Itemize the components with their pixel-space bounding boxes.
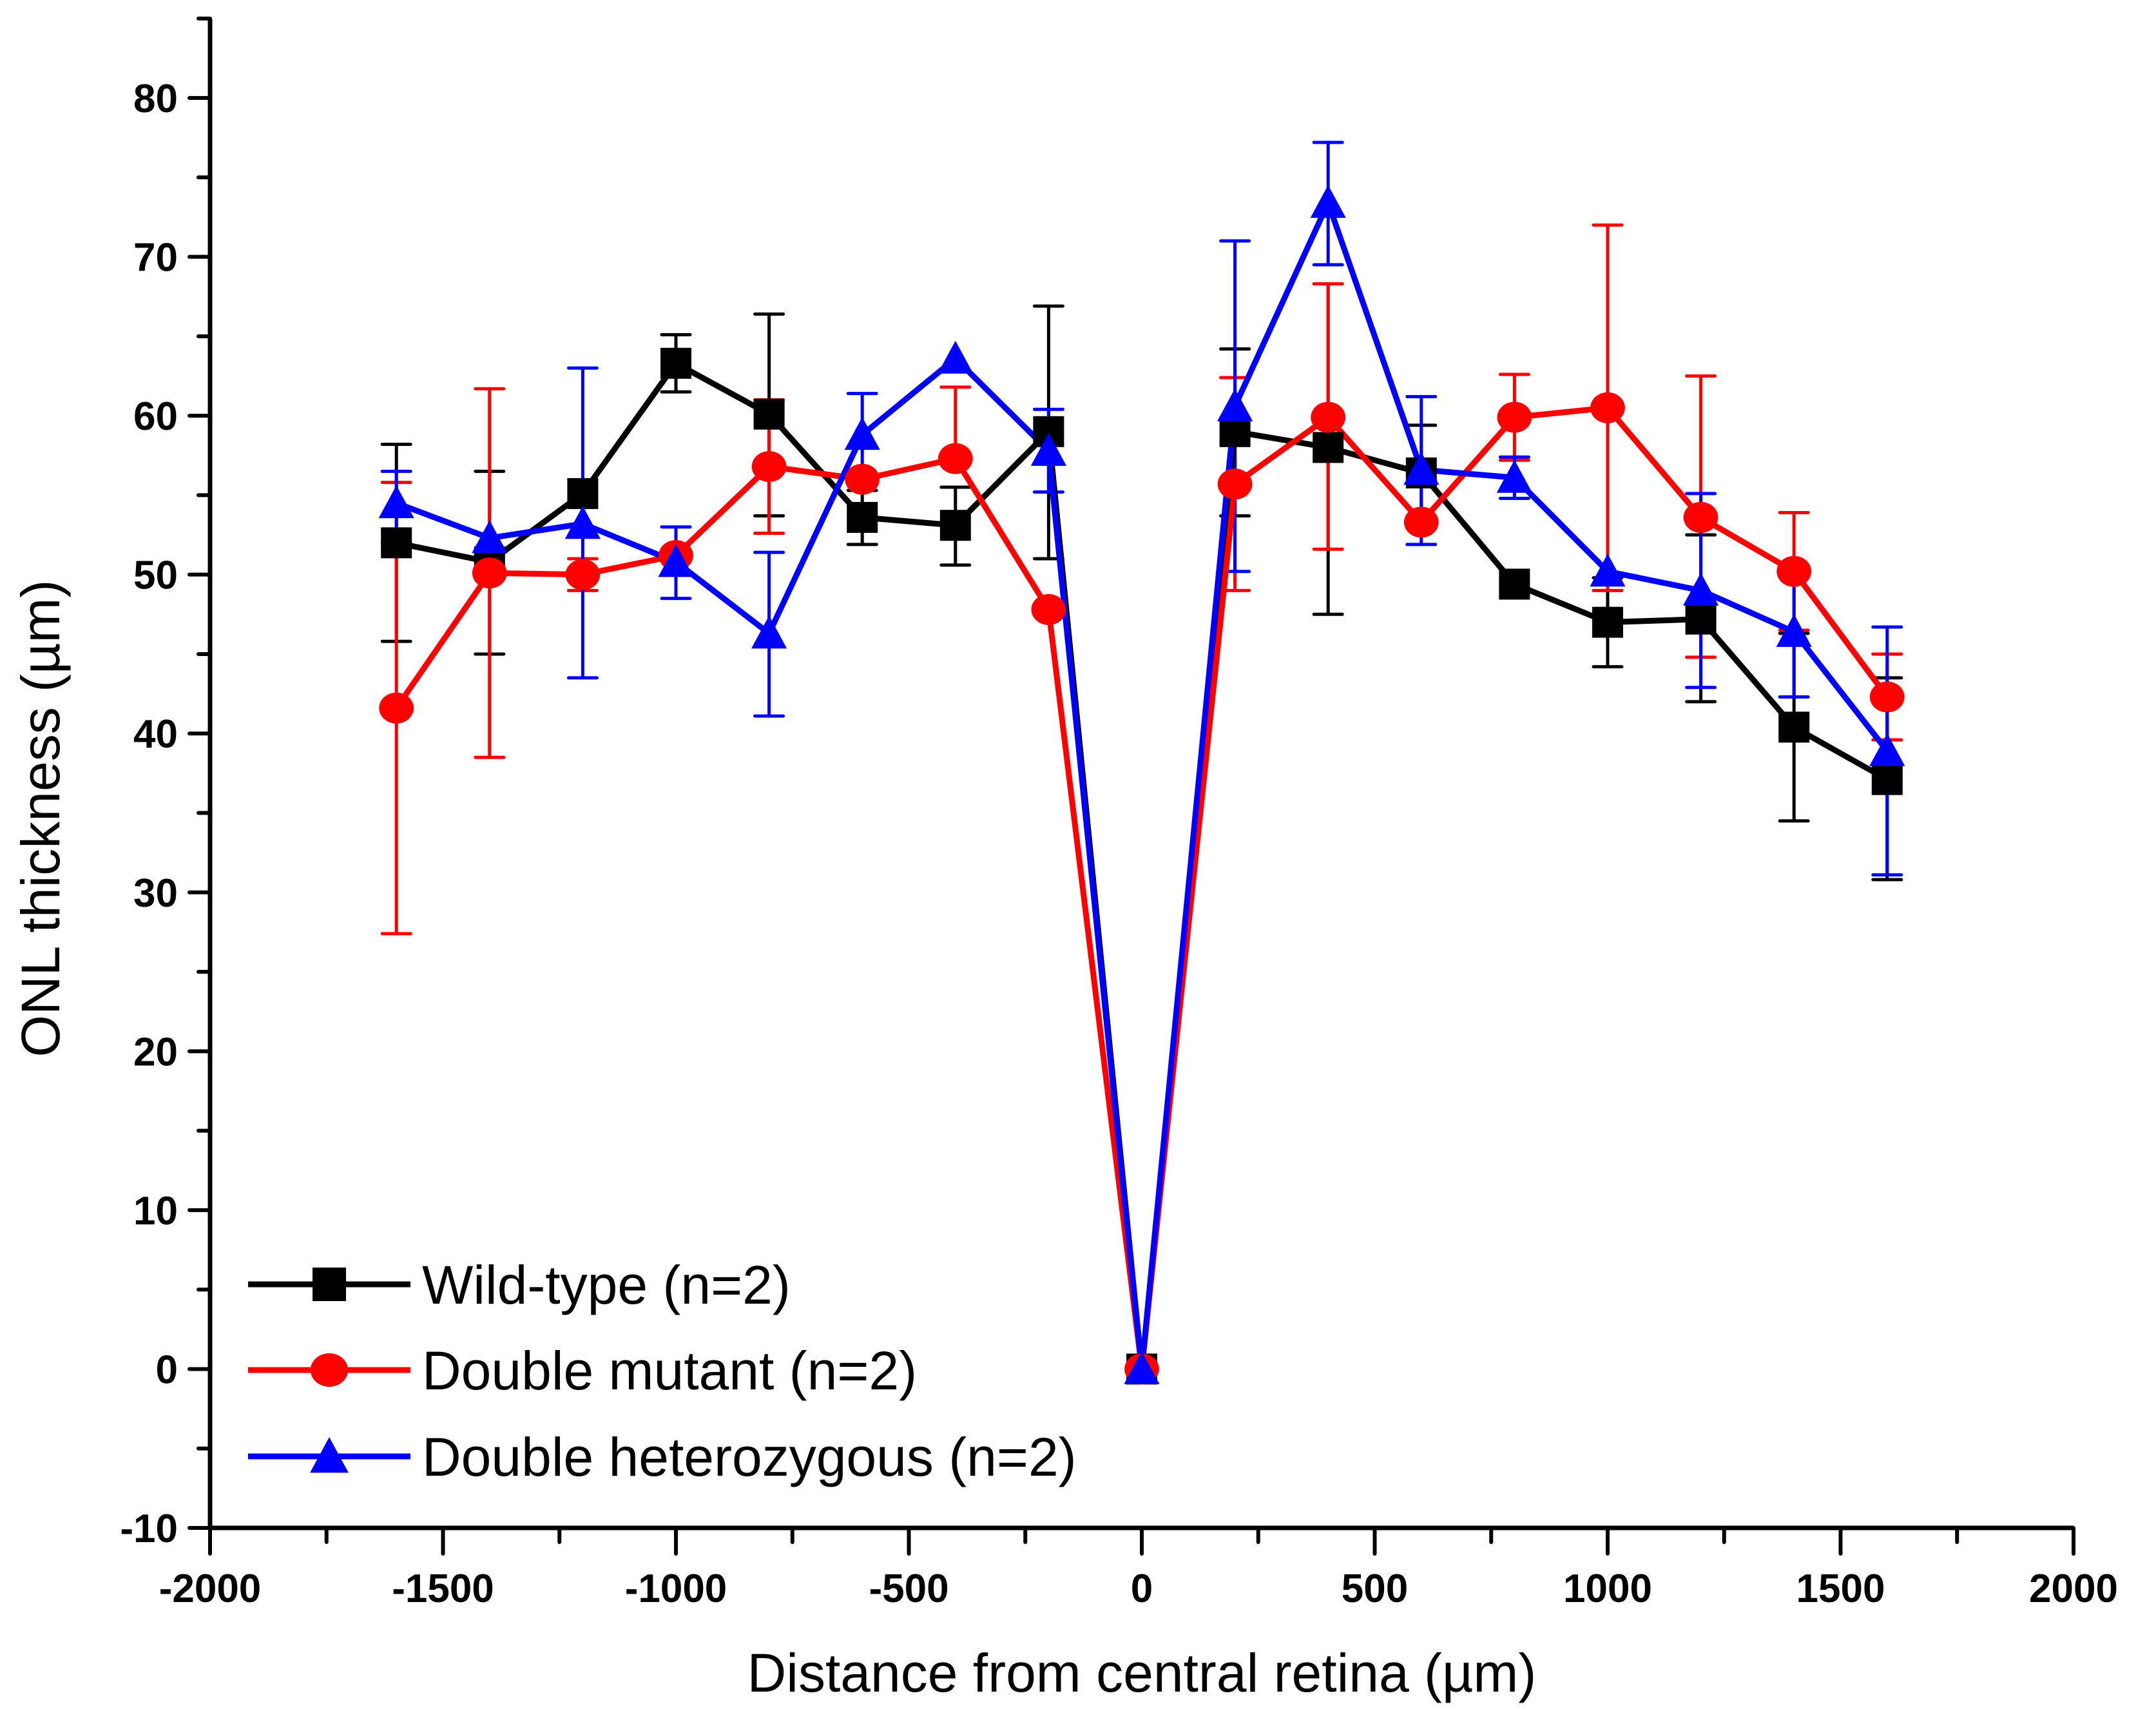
data-point-triangle [844,417,880,450]
series-markers [378,185,1905,1385]
y-tick-label: 30 [133,871,178,916]
data-point-triangle [378,485,414,519]
legend-label: Double mutant (n=2) [422,1340,917,1401]
legend-entry: Double heterozygous (n=2) [248,1427,1077,1487]
x-tick-label: 0 [1131,1567,1153,1611]
data-point-triangle [564,506,601,539]
series-lines [394,200,1890,1372]
y-tick-label: 0 [156,1347,178,1392]
legend-entry: Double mutant (n=2) [248,1340,917,1401]
data-point-triangle [472,520,508,554]
data-point-triangle [1310,185,1346,218]
data-point-square [1313,432,1344,463]
y-tick-label: -10 [120,1507,178,1551]
data-point-triangle [1683,572,1719,606]
data-point-triangle [1869,733,1905,766]
data-point-square [1778,711,1810,743]
legend-label: Double heterozygous (n=2) [422,1427,1077,1487]
data-point-circle [565,559,601,590]
legend: Wild-type (n=2) Double mutant (n=2) Double… [248,1255,1077,1487]
data-point-square [567,478,599,509]
data-point-square [1871,764,1903,795]
data-point-triangle [938,340,974,374]
data-point-triangle [1030,432,1066,466]
data-point-square [660,347,691,379]
data-point-circle [751,451,787,483]
data-point-triangle [751,615,787,649]
x-tick-label: -2000 [159,1567,262,1611]
data-point-triangle [1124,1351,1160,1384]
data-point-square [753,398,785,430]
data-point-square [939,510,971,541]
data-point-circle [938,443,973,474]
x-tick-label: -500 [869,1567,948,1611]
data-point-circle [1403,507,1439,538]
series-line-square [396,360,1889,1372]
x-tick-label: -1000 [625,1567,727,1611]
tick-labels: -10 0 10 20 30 40 50 60 70 80 -2000 -1500 -1000 -500 0… [120,77,2118,1611]
y-tick-label: 80 [133,77,178,121]
data-point-square [847,501,878,533]
axes [188,16,2075,1556]
data-point-circle [1031,594,1066,625]
data-point-circle [1311,401,1346,433]
y-tick-label: 40 [133,712,178,757]
x-tick-label: 500 [1342,1567,1408,1611]
y-tick-label: 50 [133,554,178,598]
data-point-square [1685,603,1717,635]
data-point-circle [1590,392,1625,423]
data-point-circle [1776,555,1812,587]
legend-entry: Wild-type (n=2) [248,1255,791,1315]
y-tick-label: 70 [133,236,178,280]
legend-label: Wild-type (n=2) [422,1255,791,1315]
data-point-triangle [1403,452,1439,485]
x-tick-label: 1500 [1796,1567,1885,1611]
y-tick-label: 60 [133,394,178,439]
x-axis-title: Distance from central retina (µm) [747,1643,1537,1703]
x-tick-label: 1000 [1563,1567,1652,1611]
y-tick-label: 20 [133,1030,178,1074]
legend-marker-circle [310,1353,349,1387]
series-line-circle [394,405,1890,1372]
data-point-triangle [1496,459,1532,493]
data-point-triangle [1776,613,1812,647]
data-point-square [1499,568,1530,600]
data-point-square [381,527,412,559]
x-tick-label: 2000 [2029,1567,2118,1611]
data-point-circle [472,557,507,589]
data-point-circle [379,692,414,724]
data-point-circle [845,463,880,495]
data-point-circle [1497,401,1532,433]
data-point-circle [1683,501,1718,533]
y-axis-title: ONL thickness (µm) [10,580,71,1057]
data-point-square [1592,606,1623,638]
legend-marker-triangle [310,1437,349,1473]
data-point-circle [1869,681,1905,713]
data-point-triangle [658,544,694,577]
data-point-circle [1217,468,1253,500]
y-tick-label: 10 [133,1189,178,1233]
data-point-triangle [1217,388,1253,421]
data-point-triangle [1590,554,1626,587]
x-tick-label: -1500 [392,1567,494,1611]
series-line-triangle [395,200,1890,1372]
legend-marker-square [313,1268,346,1301]
